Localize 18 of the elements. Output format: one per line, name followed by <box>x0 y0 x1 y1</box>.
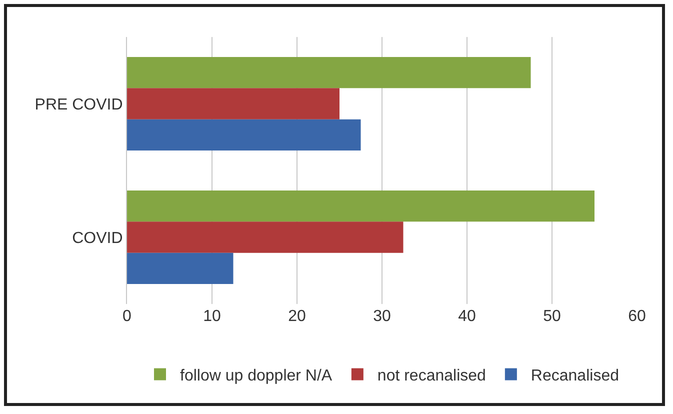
bar <box>127 222 404 253</box>
x-tick-label: 40 <box>458 308 476 325</box>
legend-label: not recanalised <box>377 368 486 385</box>
x-tick-label: 60 <box>628 308 646 325</box>
bar <box>127 190 594 222</box>
y-tick-label: COVID <box>72 230 123 247</box>
legend-label: follow up doppler N/A <box>180 368 332 385</box>
bar <box>127 88 340 120</box>
x-tick-label: 10 <box>203 308 221 325</box>
x-tick-label: 30 <box>373 308 391 325</box>
y-tick-label: PRE COVID <box>34 96 123 114</box>
bar <box>127 252 234 284</box>
legend-label: Recanalised <box>530 368 619 385</box>
x-tick-label: 50 <box>543 308 561 325</box>
bar <box>127 119 361 150</box>
x-tick-label: 0 <box>122 308 132 325</box>
bar <box>127 57 531 88</box>
x-tick-label: 20 <box>288 308 306 325</box>
